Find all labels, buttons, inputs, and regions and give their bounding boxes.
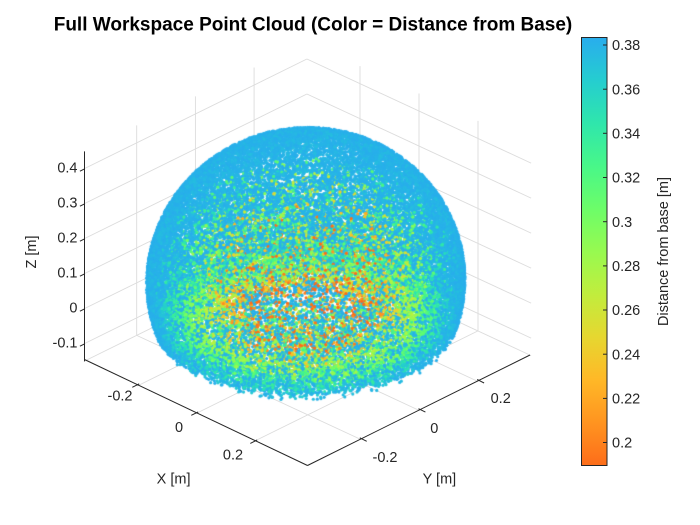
svg-text:-0.2: -0.2	[373, 450, 398, 466]
svg-text:0.2: 0.2	[491, 391, 511, 407]
svg-text:0.38: 0.38	[612, 38, 640, 54]
svg-text:Y [m]: Y [m]	[423, 472, 457, 488]
svg-text:0.32: 0.32	[612, 171, 640, 187]
svg-text:0.24: 0.24	[612, 347, 640, 363]
svg-text:X [m]: X [m]	[157, 472, 191, 488]
svg-text:0.1: 0.1	[57, 266, 77, 282]
svg-text:0: 0	[69, 301, 77, 317]
svg-text:-0.2: -0.2	[108, 389, 133, 405]
svg-text:0: 0	[175, 420, 183, 436]
svg-text:0.3: 0.3	[57, 196, 77, 212]
svg-text:0.28: 0.28	[612, 259, 640, 275]
svg-text:0: 0	[430, 421, 438, 437]
svg-text:0.22: 0.22	[612, 392, 640, 408]
svg-text:0.2: 0.2	[612, 436, 632, 452]
svg-text:0.2: 0.2	[57, 231, 77, 247]
svg-text:0.36: 0.36	[612, 82, 640, 98]
svg-text:0.26: 0.26	[612, 303, 640, 319]
svg-text:0.4: 0.4	[57, 161, 77, 177]
svg-text:0.2: 0.2	[223, 448, 243, 464]
svg-text:Distance from base [m]: Distance from base [m]	[656, 177, 672, 326]
svg-text:-0.1: -0.1	[53, 336, 78, 352]
svg-text:Z [m]: Z [m]	[24, 235, 40, 268]
svg-text:0.34: 0.34	[612, 127, 640, 143]
svg-text:0.3: 0.3	[612, 215, 632, 231]
svg-text:Full Workspace Point Cloud (Co: Full Workspace Point Cloud (Color = Dist…	[54, 15, 573, 36]
